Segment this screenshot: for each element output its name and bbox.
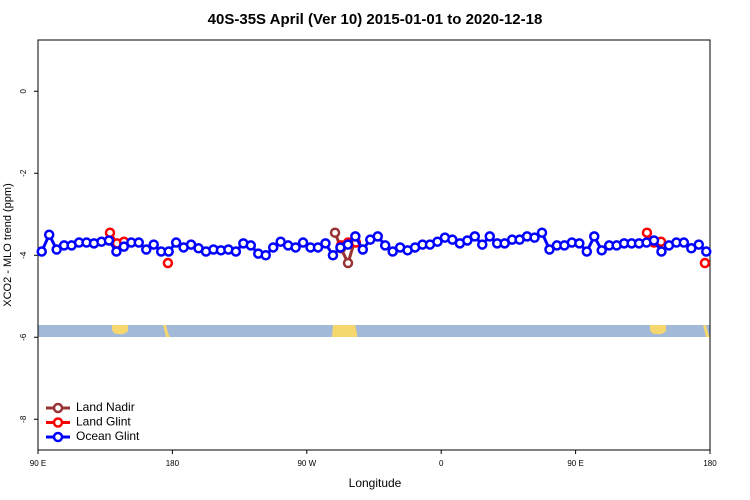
point bbox=[162, 257, 174, 269]
point bbox=[574, 238, 585, 249]
point bbox=[350, 231, 361, 242]
point bbox=[148, 239, 159, 250]
series bbox=[36, 227, 712, 261]
legend-swatch bbox=[52, 417, 64, 428]
point bbox=[230, 246, 242, 257]
point bbox=[387, 246, 398, 257]
point bbox=[133, 237, 145, 248]
point bbox=[357, 244, 369, 255]
x-tick-label: 180 bbox=[166, 459, 180, 468]
point bbox=[267, 242, 279, 253]
point bbox=[462, 235, 473, 246]
point bbox=[111, 246, 122, 257]
x-axis-label: Longitude bbox=[349, 476, 402, 490]
point bbox=[103, 235, 115, 246]
point bbox=[320, 238, 331, 249]
point bbox=[477, 239, 488, 250]
series-line bbox=[333, 232, 357, 268]
y-tick-label: -4 bbox=[19, 251, 28, 259]
x-tick-label: 180 bbox=[703, 459, 717, 468]
point bbox=[329, 227, 341, 238]
point bbox=[529, 232, 540, 243]
point bbox=[469, 231, 481, 242]
point bbox=[596, 245, 607, 256]
point bbox=[327, 250, 339, 261]
point bbox=[342, 239, 354, 250]
y-tick-label: -2 bbox=[19, 169, 28, 177]
y-tick-label: -6 bbox=[19, 333, 28, 341]
point bbox=[379, 240, 391, 251]
point bbox=[589, 231, 600, 242]
point bbox=[581, 246, 593, 257]
chart-title: 40S-35S April (Ver 10) 2015-01-01 to 202… bbox=[208, 11, 543, 28]
point bbox=[544, 244, 555, 255]
legend-swatch bbox=[52, 402, 64, 414]
point bbox=[170, 237, 182, 248]
plot-frame bbox=[37, 39, 711, 451]
point bbox=[701, 246, 712, 257]
point bbox=[118, 241, 130, 252]
legend-label: Land Nadir bbox=[76, 400, 135, 414]
point bbox=[43, 229, 55, 240]
point bbox=[141, 244, 152, 255]
point bbox=[641, 227, 653, 238]
y-tick-label: 0 bbox=[19, 88, 28, 93]
point bbox=[297, 237, 309, 248]
point bbox=[312, 242, 324, 253]
point bbox=[260, 250, 271, 261]
point bbox=[693, 239, 705, 250]
point bbox=[648, 235, 660, 246]
point bbox=[342, 257, 354, 269]
legend-swatch bbox=[52, 431, 64, 443]
point bbox=[36, 246, 47, 257]
point bbox=[484, 231, 495, 242]
x-tick-label: 90 E bbox=[567, 459, 583, 468]
point bbox=[699, 257, 711, 269]
point bbox=[432, 236, 443, 247]
land bbox=[650, 325, 666, 335]
y-axis-label: XCO2 - MLO trend (ppm) bbox=[2, 183, 14, 306]
point bbox=[678, 237, 690, 248]
point bbox=[536, 227, 548, 238]
legend-label: Land Glint bbox=[76, 415, 131, 429]
land bbox=[112, 325, 128, 335]
ocean-band bbox=[38, 325, 710, 337]
x-tick-label: 90 E bbox=[30, 459, 46, 468]
legend-label: Ocean Glint bbox=[76, 429, 140, 443]
land bbox=[703, 325, 710, 337]
x-tick-label: 90 W bbox=[297, 459, 316, 468]
y-tick-label: -8 bbox=[19, 415, 28, 423]
point bbox=[372, 231, 383, 242]
point bbox=[51, 244, 62, 255]
point bbox=[656, 246, 667, 257]
point bbox=[290, 242, 301, 253]
land bbox=[163, 325, 170, 337]
point bbox=[245, 240, 257, 251]
land bbox=[332, 325, 357, 337]
x-tick-label: 0 bbox=[439, 459, 444, 468]
point bbox=[163, 246, 174, 257]
land-strip bbox=[38, 325, 710, 337]
